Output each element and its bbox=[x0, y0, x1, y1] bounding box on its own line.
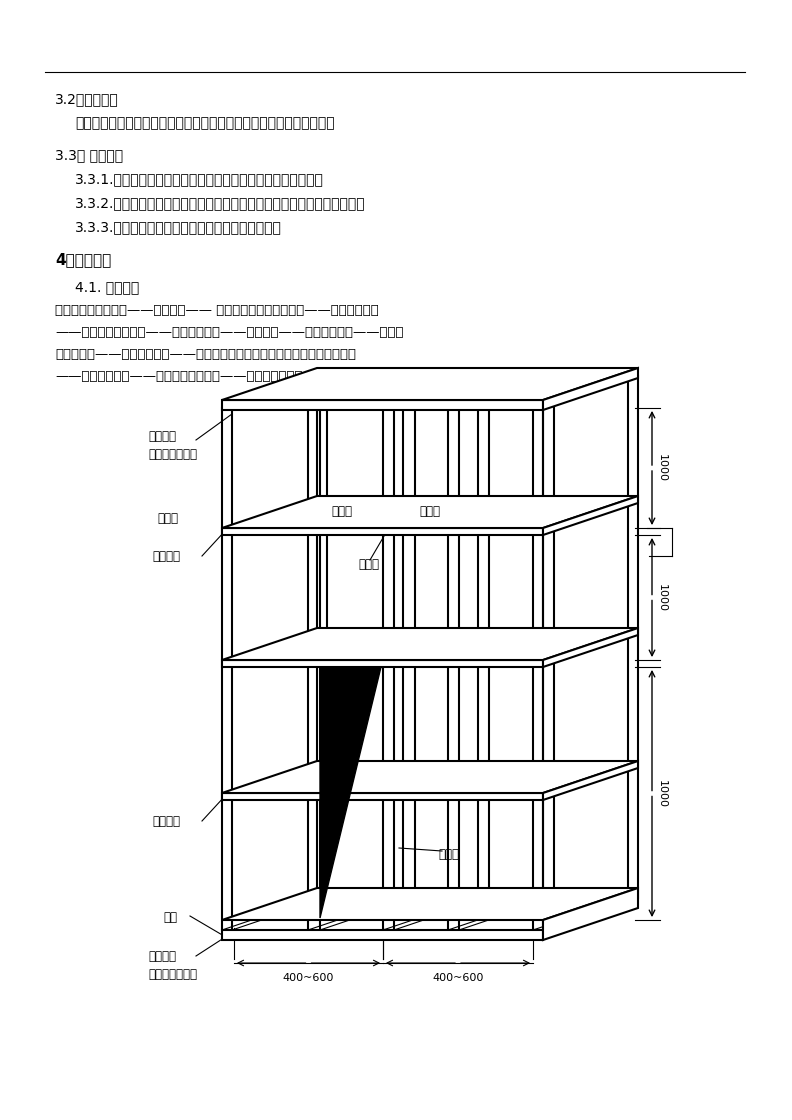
Text: 1000: 1000 bbox=[657, 780, 667, 808]
Text: 竖龙骨: 竖龙骨 bbox=[420, 505, 440, 519]
Bar bbox=[222, 400, 543, 410]
Text: 沿顶龙骨: 沿顶龙骨 bbox=[148, 430, 176, 444]
Text: 向贯通龙骨——检查龙骨安装——安装一侧石膏板－－机电铺管及附墙设备检查: 向贯通龙骨——检查龙骨安装——安装一侧石膏板－－机电铺管及附墙设备检查 bbox=[55, 348, 356, 361]
Text: 4.1. 工艺流程: 4.1. 工艺流程 bbox=[75, 280, 139, 295]
Text: 支撑卡: 支撑卡 bbox=[358, 558, 379, 571]
Text: （高边槽龙骨）: （高边槽龙骨） bbox=[148, 448, 197, 461]
Text: 400~600: 400~600 bbox=[432, 973, 484, 983]
Text: 3.3.2.根据设计施工图和材料计划，查实隔墙的全部材料，使其配套齐备。: 3.3.2.根据设计施工图和材料计划，查实隔墙的全部材料，使其配套齐备。 bbox=[75, 196, 366, 211]
Polygon shape bbox=[222, 496, 638, 528]
Polygon shape bbox=[543, 888, 638, 940]
Text: 3.3、 作业条件: 3.3、 作业条件 bbox=[55, 148, 123, 162]
Text: 隔音棉: 隔音棉 bbox=[438, 848, 459, 861]
Text: 400~600: 400~600 bbox=[283, 973, 334, 983]
Polygon shape bbox=[222, 760, 638, 793]
Text: 直流电焊机、电动无齿锯、手电钻、螺丝刀、射钉枪、线坠、靠尺等。: 直流电焊机、电动无齿锯、手电钻、螺丝刀、射钉枪、线坠、靠尺等。 bbox=[75, 116, 335, 130]
Polygon shape bbox=[543, 760, 638, 800]
Text: 地面清理及找平完成——墙体定位—— 安装沿顶龙骨和沿地龙骨——安装边框龙骨: 地面清理及找平完成——墙体定位—— 安装沿顶龙骨和沿地龙骨——安装边框龙骨 bbox=[55, 304, 379, 317]
Text: 竖龙骨: 竖龙骨 bbox=[158, 512, 178, 525]
Text: ——竖向龙骨位置分档——安装竖向龙骨——方管加固——安装门框龙骨——安装横: ——竖向龙骨位置分档——安装竖向龙骨——方管加固——安装门框龙骨——安装横 bbox=[55, 326, 403, 339]
Text: 3.3.1.轻钢骨架、石膏板隔墙施工前应先完成基本的验收工作。: 3.3.1.轻钢骨架、石膏板隔墙施工前应先完成基本的验收工作。 bbox=[75, 172, 324, 186]
Text: 竖龙骨: 竖龙骨 bbox=[332, 505, 352, 519]
Text: 1000: 1000 bbox=[657, 584, 667, 612]
Bar bbox=[222, 660, 543, 668]
Polygon shape bbox=[543, 628, 638, 668]
Polygon shape bbox=[222, 368, 638, 400]
Bar bbox=[222, 930, 543, 940]
Polygon shape bbox=[320, 668, 381, 918]
Polygon shape bbox=[222, 888, 638, 920]
Text: 3.2、主要机具: 3.2、主要机具 bbox=[55, 92, 119, 106]
Text: 贯通龙骨: 贯通龙骨 bbox=[152, 550, 180, 563]
Text: ——填塞隔音岩棉——安装另一侧石膏板——接缝及护角处理——质量验收: ——填塞隔音岩棉——安装另一侧石膏板——接缝及护角处理——质量验收 bbox=[55, 370, 361, 383]
Bar bbox=[222, 793, 543, 800]
Polygon shape bbox=[222, 628, 638, 660]
Bar bbox=[222, 528, 543, 535]
Polygon shape bbox=[543, 496, 638, 535]
Text: 贯通龙骨: 贯通龙骨 bbox=[152, 815, 180, 828]
Text: 3.3.3.所有的材料，必须有材料检测报告、合格证。: 3.3.3.所有的材料，必须有材料检测报告、合格证。 bbox=[75, 220, 282, 234]
Text: 沿地龙骨: 沿地龙骨 bbox=[148, 950, 176, 963]
Text: 4、施工工艺: 4、施工工艺 bbox=[55, 252, 111, 267]
Text: 1000: 1000 bbox=[657, 454, 667, 482]
Polygon shape bbox=[543, 368, 638, 410]
Text: 面板: 面板 bbox=[163, 911, 177, 924]
Text: （高边槽龙骨）: （高边槽龙骨） bbox=[148, 968, 197, 981]
